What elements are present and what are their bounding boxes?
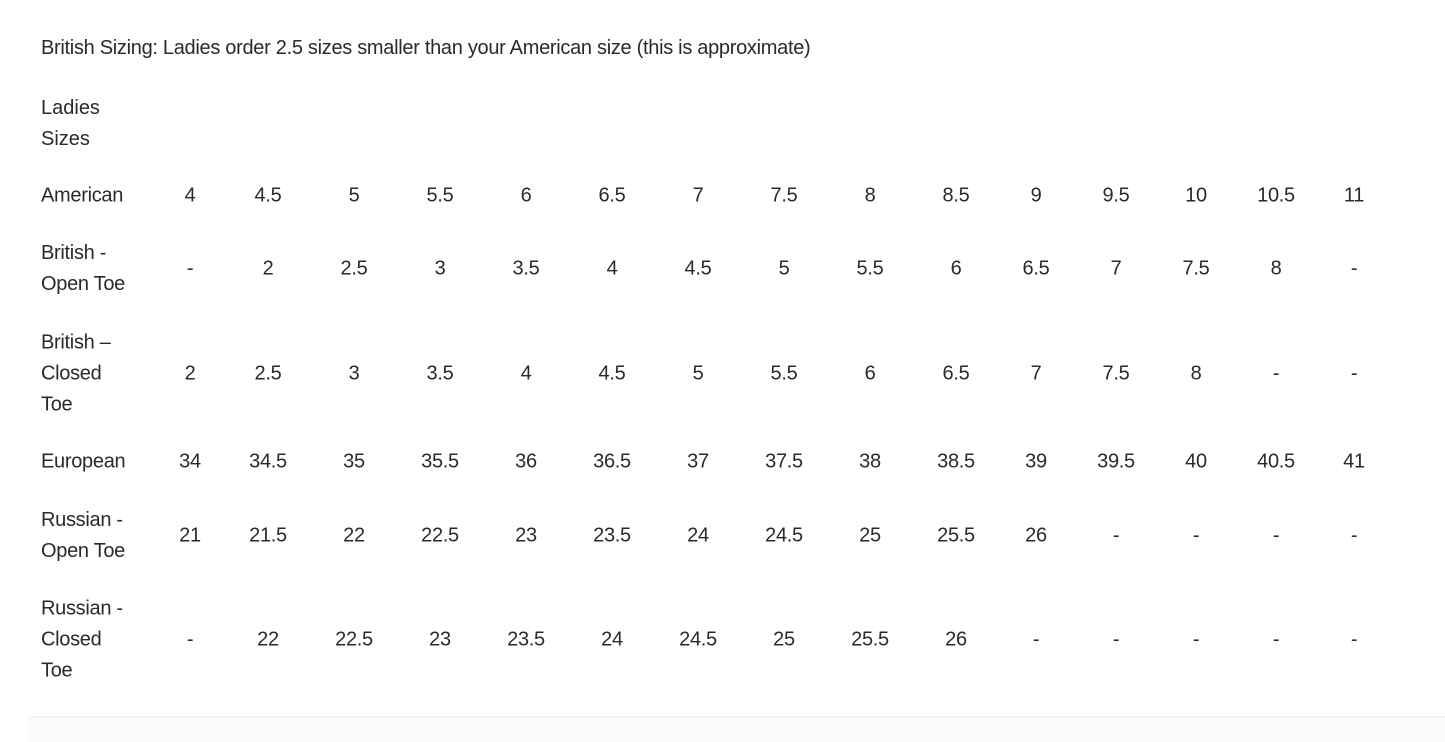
table-cell: 6.5 <box>1022 257 1050 280</box>
row-label: American <box>41 184 124 207</box>
table-cell: 24 <box>601 628 623 651</box>
table-cell: 7.5 <box>1102 362 1130 385</box>
table-cell: 39.5 <box>1097 450 1135 473</box>
table-cell: 5 <box>348 184 360 207</box>
table-cell: 5 <box>778 257 790 280</box>
table-cell: 38 <box>859 450 881 473</box>
row-label: British - Open Toe <box>41 242 125 295</box>
table-cell: 22.5 <box>335 628 373 651</box>
table-cell: - <box>1112 524 1120 547</box>
table-cell: - <box>1350 362 1358 385</box>
table-cell: - <box>1272 628 1280 651</box>
table-header-ladies-sizes: Ladies Sizes <box>41 97 100 150</box>
table-cell: 36.5 <box>593 450 631 473</box>
table-cell: 23 <box>429 628 451 651</box>
row-label: European <box>41 450 126 473</box>
sizing-note: British Sizing: Ladies order 2.5 sizes s… <box>41 37 811 59</box>
table-cell: 41 <box>1343 450 1365 473</box>
table-cell: 8 <box>1270 257 1282 280</box>
table-cell: 23.5 <box>593 524 631 547</box>
table-cell: 35.5 <box>421 450 459 473</box>
table-cell: 25 <box>859 524 881 547</box>
table-cell: 6 <box>864 362 876 385</box>
table-cell: 8 <box>864 184 876 207</box>
table-cell: 21.5 <box>249 524 287 547</box>
table-cell: 23 <box>515 524 537 547</box>
table-cell: 2 <box>184 362 196 385</box>
table-cell: - <box>1112 628 1120 651</box>
table-cell: 9.5 <box>1102 184 1130 207</box>
table-cell: 4 <box>606 257 618 280</box>
table-cell: 10 <box>1185 184 1207 207</box>
table-cell: 11 <box>1343 184 1365 207</box>
table-cell: 7 <box>1030 362 1042 385</box>
table-cell: 6.5 <box>598 184 626 207</box>
table-cell: 25.5 <box>851 628 889 651</box>
table-cell: 37.5 <box>765 450 803 473</box>
table-cell: - <box>1192 628 1200 651</box>
table-cell: 23.5 <box>507 628 545 651</box>
table-cell: 39 <box>1025 450 1047 473</box>
table-cell: 2.5 <box>340 257 368 280</box>
table-cell: 8.5 <box>942 184 970 207</box>
table-cell: 25 <box>773 628 795 651</box>
table-cell: 25.5 <box>937 524 975 547</box>
table-cell: 26 <box>945 628 967 651</box>
table-cell: 10.5 <box>1257 184 1295 207</box>
table-cell: 36 <box>515 450 537 473</box>
table-cell: 26 <box>1025 524 1047 547</box>
table-cell: - <box>186 628 194 651</box>
table-cell: 7 <box>692 184 704 207</box>
row-label: British – Closed Toe <box>41 331 111 416</box>
table-cell: 2 <box>262 257 274 280</box>
table-cell: - <box>1272 524 1280 547</box>
table-cell: - <box>186 257 194 280</box>
table-cell: 22.5 <box>421 524 459 547</box>
table-cell: 6 <box>520 184 532 207</box>
table-cell: - <box>1272 362 1280 385</box>
table-cell: 24.5 <box>765 524 803 547</box>
table-cell: 7.5 <box>770 184 798 207</box>
table-cell: 4 <box>184 184 196 207</box>
table-cell: 5.5 <box>426 184 454 207</box>
table-cell: 24.5 <box>679 628 717 651</box>
row-label: Russian - Closed Toe <box>41 597 123 682</box>
table-cell: 35 <box>343 450 365 473</box>
footer-strip <box>28 716 1445 742</box>
table-cell: 5.5 <box>856 257 884 280</box>
table-cell: 24 <box>687 524 709 547</box>
table-cell: 5.5 <box>770 362 798 385</box>
table-cell: 22 <box>257 628 279 651</box>
table-cell: 37 <box>687 450 709 473</box>
table-cell: 21 <box>179 524 201 547</box>
table-cell: 9 <box>1030 184 1042 207</box>
table-cell: 34 <box>179 450 201 473</box>
table-cell: 3 <box>434 257 446 280</box>
table-cell: 22 <box>343 524 365 547</box>
row-label: Russian - Open Toe <box>41 509 125 562</box>
table-cell: - <box>1350 524 1358 547</box>
table-cell: - <box>1032 628 1040 651</box>
table-cell: - <box>1192 524 1200 547</box>
table-cell: 3 <box>348 362 360 385</box>
table-cell: 2.5 <box>254 362 282 385</box>
table-cell: 6 <box>950 257 962 280</box>
table-cell: 4.5 <box>684 257 712 280</box>
table-cell: 7 <box>1110 257 1122 280</box>
table-cell: 4 <box>520 362 532 385</box>
table-cell: 4.5 <box>254 184 282 207</box>
table-cell: 34.5 <box>249 450 287 473</box>
table-cell: 40.5 <box>1257 450 1295 473</box>
table-cell: 3.5 <box>512 257 540 280</box>
table-cell: 5 <box>692 362 704 385</box>
table-cell: - <box>1350 257 1358 280</box>
table-cell: 3.5 <box>426 362 454 385</box>
table-cell: 4.5 <box>598 362 626 385</box>
table-cell: 7.5 <box>1182 257 1210 280</box>
table-cell: 40 <box>1185 450 1207 473</box>
table-cell: - <box>1350 628 1358 651</box>
table-cell: 8 <box>1190 362 1202 385</box>
table-cell: 38.5 <box>937 450 975 473</box>
table-cell: 6.5 <box>942 362 970 385</box>
